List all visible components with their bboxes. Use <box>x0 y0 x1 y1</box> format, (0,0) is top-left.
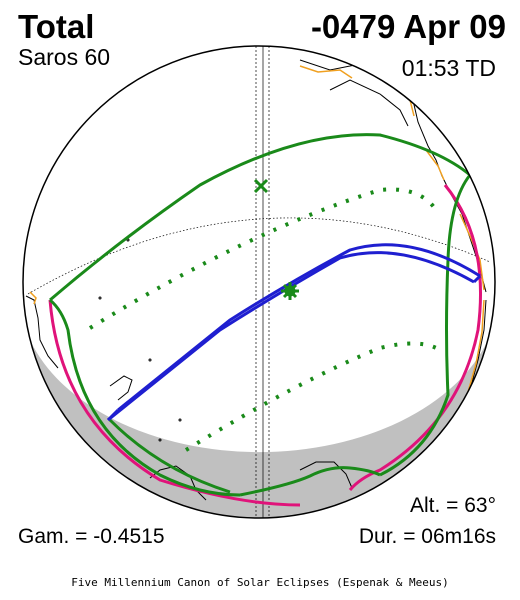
graticule <box>27 46 491 518</box>
border-line <box>299 65 353 79</box>
east-rise-set-curve <box>348 184 483 491</box>
central-path-north-limit <box>107 251 475 422</box>
eclipse-type: Total <box>18 8 95 45</box>
north-america-inland-coast <box>329 79 409 127</box>
island-dot <box>98 296 102 300</box>
southern-limit-curve <box>49 298 241 497</box>
globe-disk <box>23 46 495 518</box>
island-dot <box>158 438 162 442</box>
island-dot <box>148 358 152 362</box>
island-dot <box>178 418 182 422</box>
central-path-south-limit <box>117 243 481 412</box>
greatest-eclipse-marker <box>281 282 299 300</box>
globe-outline <box>22 45 496 519</box>
island-dot <box>126 238 130 242</box>
border-line <box>467 299 485 393</box>
equator-line <box>27 217 491 295</box>
gamma-value: Gam. = -0.4515 <box>18 525 165 548</box>
central-path-west-end <box>106 408 120 422</box>
subsolar-point-marker <box>253 178 269 194</box>
central-path <box>106 243 482 422</box>
island-cluster <box>109 375 133 401</box>
antarctic-coast <box>299 461 353 489</box>
asia-coast <box>25 295 59 369</box>
sun-altitude: Alt. = 63° <box>409 494 496 517</box>
inner-limit-curve <box>108 418 231 494</box>
markers <box>253 178 299 300</box>
rise-set-curves <box>48 184 483 507</box>
border-line <box>425 149 445 181</box>
globe <box>23 46 495 518</box>
credit-line: Five Millennium Canon of Solar Eclipses … <box>71 576 449 589</box>
saros-number: Saros 60 <box>18 44 111 70</box>
southern-limit-closure <box>239 466 381 497</box>
pacific-islands <box>98 238 182 442</box>
border-line <box>29 291 37 305</box>
west-rise-set-curve <box>48 299 301 507</box>
greatest-eclipse-time: 01:53 TD <box>401 55 496 81</box>
eastern-limit-curve <box>379 174 472 477</box>
central-path-east-end <box>472 274 482 284</box>
central-duration: Dur. = 06m16s <box>358 525 496 548</box>
eclipse-date: -0479 Apr 09 <box>310 8 506 45</box>
